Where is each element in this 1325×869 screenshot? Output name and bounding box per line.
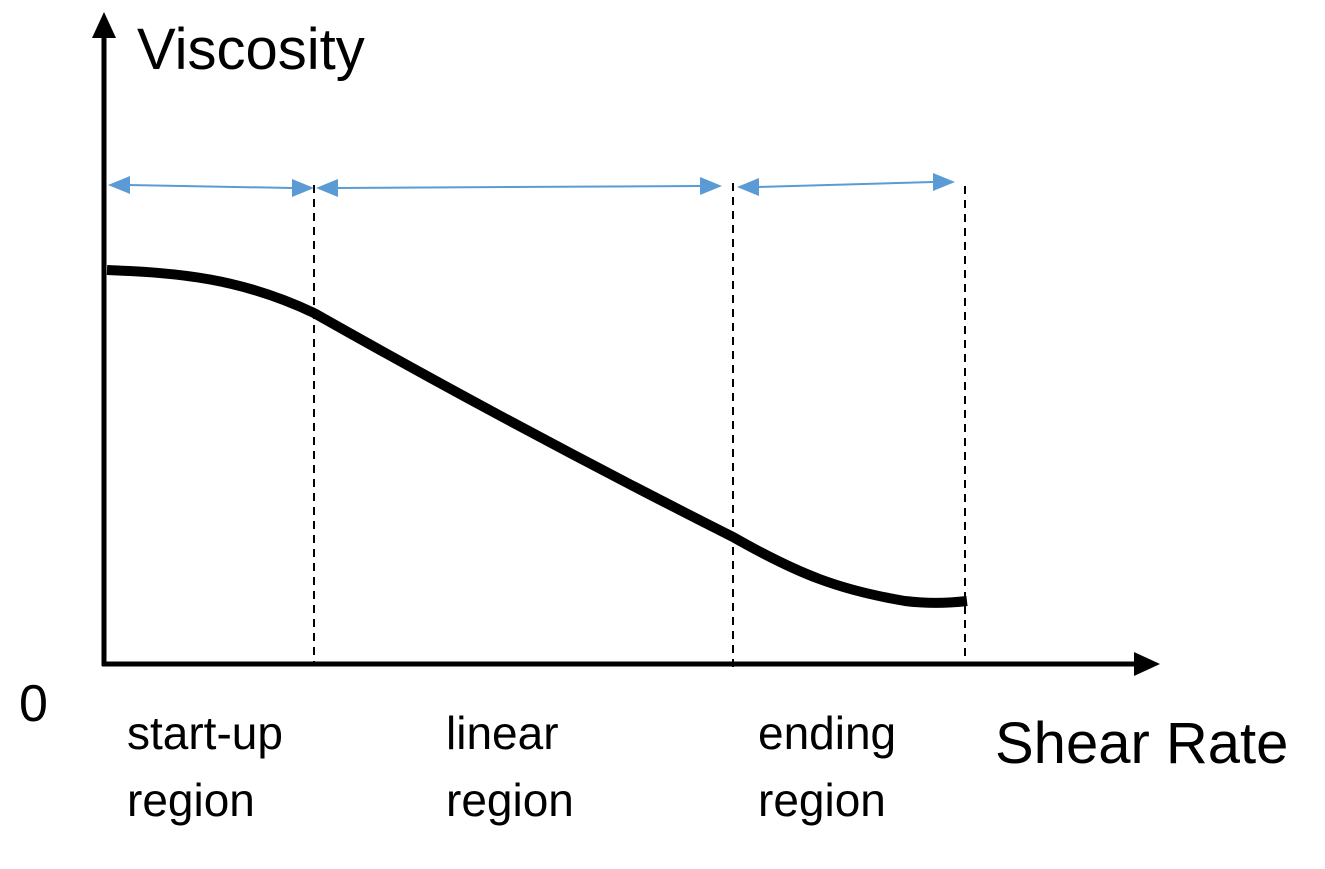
span-arrow-ending [737,173,955,196]
region-label-linear-line1: linear [446,707,559,759]
y-axis-arrowhead [92,12,116,38]
region-label-startup-line2: region [127,774,255,826]
origin-label: 0 [19,675,48,733]
viscosity-curve [106,265,968,608]
span-arrow-linear [316,177,722,197]
span-arrow-startup [108,176,314,197]
x-axis-arrowhead [1134,652,1160,676]
y-axis-label: Viscosity [137,17,365,82]
region-label-ending-line1: ending [758,707,896,759]
region-label-ending-line2: region [758,774,886,826]
region-label-linear-line2: region [446,774,574,826]
region-label-startup-line1: start-up [127,707,283,759]
x-axis-label: Shear Rate [995,711,1288,776]
